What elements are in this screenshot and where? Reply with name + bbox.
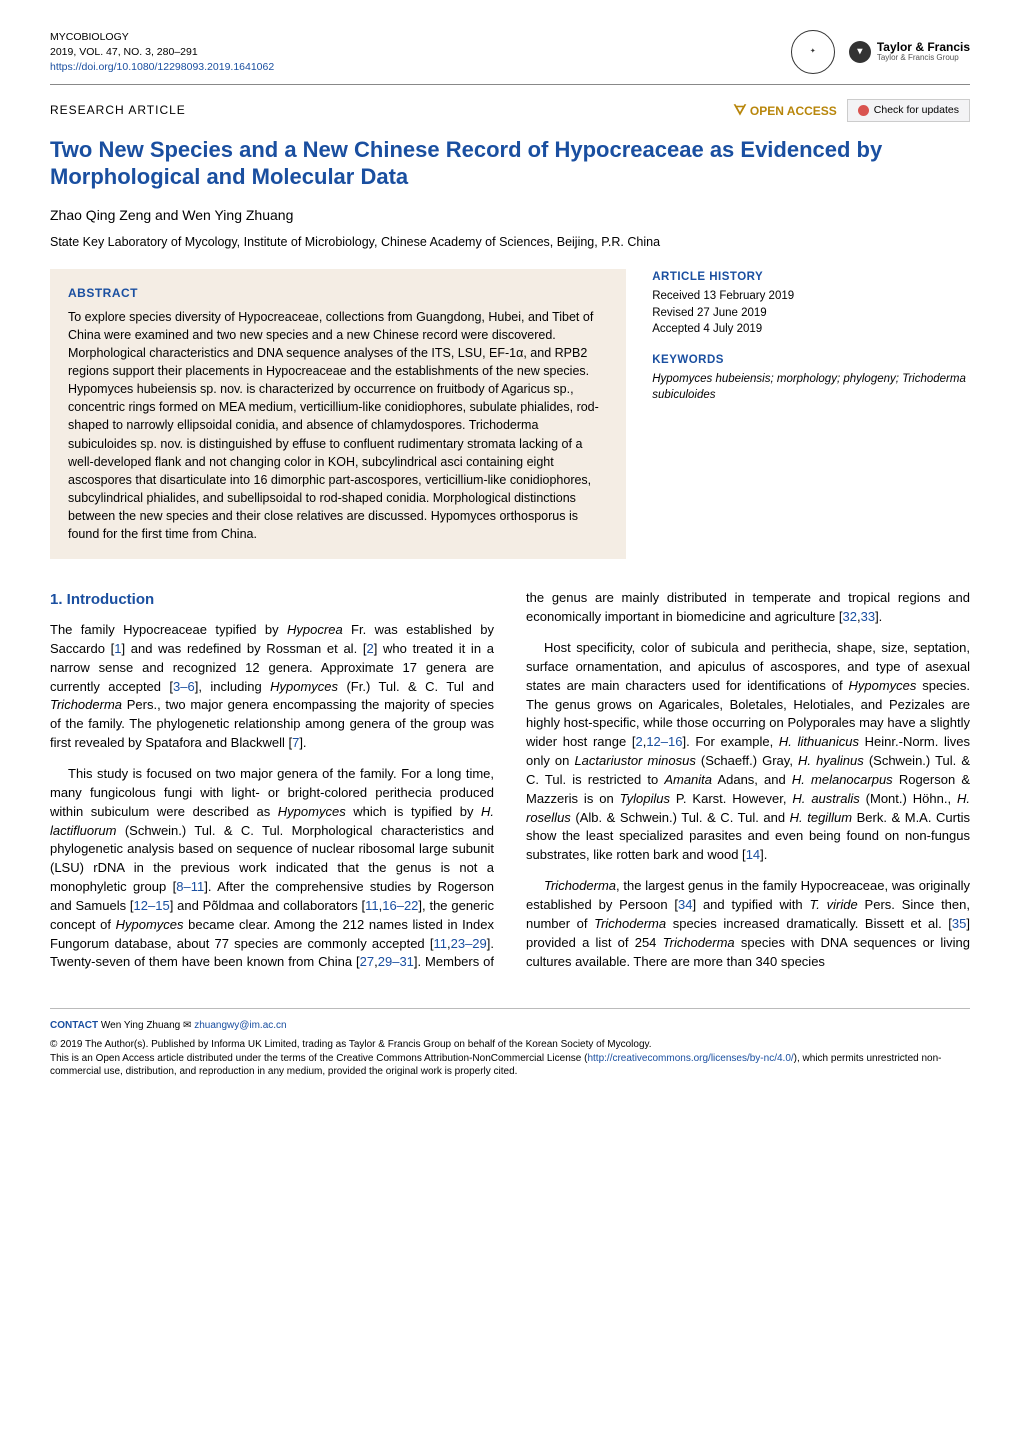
ref-link[interactable]: 11 (365, 898, 379, 913)
ref-link[interactable]: 2 (635, 734, 642, 749)
section-type-label: RESEARCH ARTICLE (50, 102, 186, 119)
authors: Zhao Qing Zeng and Wen Ying Zhuang (50, 205, 970, 225)
ref-link[interactable]: 12–16 (646, 734, 682, 749)
updates-dot-icon (858, 105, 869, 116)
ref-link[interactable]: 12–15 (134, 898, 170, 913)
open-access-label: OPEN ACCESS (750, 104, 837, 118)
abstract-box: ABSTRACT To explore species diversity of… (50, 269, 626, 559)
history-revised: Revised 27 June 2019 (652, 305, 970, 322)
open-access-badge: ᗊ OPEN ACCESS (733, 100, 836, 120)
copyright-line: © 2019 The Author(s). Published by Infor… (50, 1038, 970, 1052)
ref-link[interactable]: 14 (746, 847, 760, 862)
license-link[interactable]: http://creativecommons.org/licenses/by-n… (587, 1053, 793, 1064)
contact-email[interactable]: zhuangwy@im.ac.cn (194, 1020, 286, 1031)
history-accepted: Accepted 4 July 2019 (652, 321, 970, 338)
society-logo-icon: ✦ (791, 30, 835, 74)
history-received: Received 13 February 2019 (652, 288, 970, 305)
intro-heading: 1. Introduction (50, 589, 494, 611)
check-updates-button[interactable]: Check for updates (847, 99, 970, 122)
ref-link[interactable]: 11 (433, 936, 447, 951)
ref-link[interactable]: 8–11 (176, 879, 204, 894)
ref-link[interactable]: 2 (366, 641, 373, 656)
badges-row: RESEARCH ARTICLE ᗊ OPEN ACCESS Check for… (50, 99, 970, 122)
publisher-block: ✦ ▾ Taylor & Francis Taylor & Francis Gr… (791, 30, 970, 74)
email-icon: ✉ (183, 1020, 191, 1031)
publisher-logo: ▾ Taylor & Francis Taylor & Francis Grou… (849, 41, 970, 63)
ref-link[interactable]: 34 (678, 897, 692, 912)
ref-link[interactable]: 32 (843, 609, 857, 624)
volume-line: 2019, VOL. 47, NO. 3, 280–291 (50, 45, 274, 60)
history-heading: ARTICLE HISTORY (652, 269, 970, 286)
ref-link[interactable]: 35 (952, 916, 966, 931)
publisher-text: Taylor & Francis Taylor & Francis Group (877, 41, 970, 63)
contact-label: CONTACT (50, 1020, 98, 1031)
doi-link[interactable]: https://doi.org/10.1080/12298093.2019.16… (50, 61, 274, 73)
ref-link[interactable]: 16–22 (382, 898, 418, 913)
intro-p4: Trichoderma, the largest genus in the fa… (526, 877, 970, 971)
journal-header: MYCOBIOLOGY 2019, VOL. 47, NO. 3, 280–29… (50, 30, 970, 85)
sidebar-meta: ARTICLE HISTORY Received 13 February 201… (652, 269, 970, 559)
abstract-heading: ABSTRACT (68, 285, 608, 302)
journal-name: MYCOBIOLOGY (50, 30, 274, 45)
contact-line: CONTACT Wen Ying Zhuang ✉ zhuangwy@im.ac… (50, 1019, 970, 1033)
body-columns: 1. Introduction The family Hypocreaceae … (50, 589, 970, 977)
contact-name: Wen Ying Zhuang (101, 1020, 180, 1031)
ref-link[interactable]: 29–31 (378, 954, 414, 969)
ref-link[interactable]: 23–29 (451, 936, 487, 951)
abstract-row: ABSTRACT To explore species diversity of… (50, 269, 970, 559)
publisher-sub: Taylor & Francis Group (877, 54, 970, 63)
ref-link[interactable]: 33 (861, 609, 875, 624)
updates-label: Check for updates (874, 103, 959, 118)
journal-meta: MYCOBIOLOGY 2019, VOL. 47, NO. 3, 280–29… (50, 30, 274, 76)
article-history: ARTICLE HISTORY Received 13 February 201… (652, 269, 970, 338)
ref-link[interactable]: 27 (360, 954, 374, 969)
right-badges: ᗊ OPEN ACCESS Check for updates (733, 99, 970, 122)
open-access-icon: ᗊ (733, 102, 746, 118)
intro-p1: The family Hypocreaceae typified by Hypo… (50, 621, 494, 753)
keywords-body: Hypomyces hubeiensis; morphology; phylog… (652, 371, 970, 404)
tf-icon: ▾ (849, 41, 871, 63)
article-title: Two New Species and a New Chinese Record… (50, 136, 970, 191)
keywords-heading: KEYWORDS (652, 352, 970, 369)
intro-p3: Host specificity, color of subicula and … (526, 639, 970, 865)
footer: CONTACT Wen Ying Zhuang ✉ zhuangwy@im.ac… (50, 1008, 970, 1079)
affiliation: State Key Laboratory of Mycology, Instit… (50, 233, 970, 251)
keywords-block: KEYWORDS Hypomyces hubeiensis; morpholog… (652, 352, 970, 404)
ref-link[interactable]: 3–6 (173, 679, 195, 694)
abstract-body: To explore species diversity of Hypocrea… (68, 308, 608, 544)
license-line: This is an Open Access article distribut… (50, 1052, 970, 1079)
